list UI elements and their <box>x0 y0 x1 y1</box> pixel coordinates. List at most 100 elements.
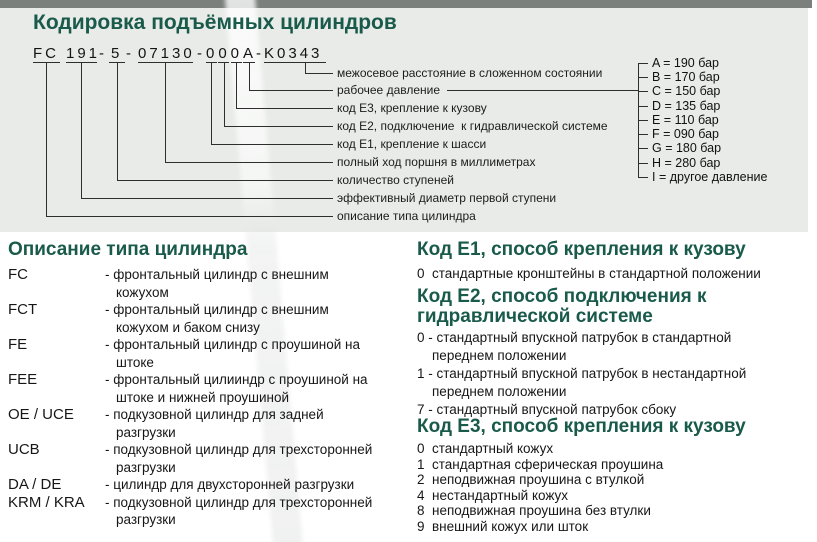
diagram-label: код E2, подключение к гидравлической сис… <box>337 119 608 133</box>
pressure-code: E = 110 бар <box>652 113 719 127</box>
pressure-code: D = 135 бар <box>652 99 721 113</box>
connector-line <box>165 63 166 162</box>
pressure-code: H = 280 бар <box>652 156 721 170</box>
e3-section-heading: Код E3, способ крепления к кузову <box>417 416 746 437</box>
code-dash: - <box>197 45 205 62</box>
connector-line <box>224 63 225 126</box>
type-code: UCB <box>8 441 40 458</box>
pressure-code: C = 150 бар <box>652 84 721 98</box>
connector-line <box>236 63 237 108</box>
type-desc: - фронтальный цилиндр с внешним кожухом … <box>105 302 329 335</box>
type-section-heading: Описание типа цилиндра <box>8 239 248 260</box>
e3-item: 2 неподвижная проушина с втулкой <box>417 472 645 487</box>
type-row: FE - фронтальный цилиндр с проушиной на … <box>8 336 420 371</box>
pressure-code: I = другое давление <box>652 170 768 184</box>
type-desc: - подкузовной цилиндр для задней разгруз… <box>105 407 324 440</box>
type-rows: FC - фронтальный цилиндр с внешним кожух… <box>8 266 420 529</box>
code-dash: - <box>99 45 107 62</box>
bracket-tick <box>639 77 648 78</box>
underline <box>33 62 60 63</box>
type-code: FCT <box>8 301 38 318</box>
e2-section-heading: Код E2, способ подключения к гидравличес… <box>417 286 707 327</box>
e2-items: 0 - стандартный впускной патрубок в стан… <box>417 329 793 420</box>
bracket-tick <box>639 106 648 107</box>
e1-item: 0 стандартные кронштейны в стандартной п… <box>417 266 761 281</box>
bracket-tick <box>639 148 648 149</box>
diagram-label: количество ступеней <box>337 173 454 187</box>
connector-line <box>305 63 306 73</box>
underline <box>206 62 217 63</box>
connector-line <box>211 63 212 144</box>
bracket-tick <box>639 91 648 92</box>
type-row: UCB - подкузовной цилиндр для трехсторон… <box>8 441 420 476</box>
e3-item: 4 нестандартный кожух <box>417 487 569 503</box>
code-segment-k0343: K0343 <box>264 45 323 62</box>
connector-line <box>81 198 333 199</box>
bracket-tick <box>639 177 648 178</box>
underline <box>66 62 97 63</box>
page-title: Кодировка подъёмных цилиндров <box>33 11 397 34</box>
pressure-code: F = 090 бар <box>652 127 719 141</box>
e1-section-heading: Код E1, способ крепления к кузову <box>417 239 746 260</box>
underline <box>218 62 229 63</box>
type-row: FCT - фронтальный цилиндр с внешним кожу… <box>8 301 420 336</box>
type-row: DA / DE - цилиндр для двухсторонней разг… <box>8 476 420 494</box>
e2-item: 0 - стандартный впускной патрубок в стан… <box>417 330 732 363</box>
type-desc: - фронтальный цилиндр с внешним кожухом <box>105 267 329 300</box>
connector-line <box>236 108 333 109</box>
connector-line <box>211 144 333 145</box>
e3-item: 8 неподвижная проушина без втулки <box>417 503 651 518</box>
code-segment-07130: 07130 <box>138 45 195 62</box>
underline <box>243 62 255 63</box>
top-gray-strip <box>0 0 812 8</box>
diagram-label: эффективный диаметр первой ступени <box>337 191 557 205</box>
diagram-panel-background <box>0 8 808 232</box>
code-dash: - <box>256 45 264 62</box>
connector-line <box>46 63 47 216</box>
connector-line <box>249 63 250 90</box>
code-segment-5: 5 <box>111 45 123 62</box>
type-code: FEE <box>8 371 38 388</box>
type-code: DA / DE <box>8 476 62 493</box>
bracket-tick <box>639 163 648 164</box>
e3-item: 9 внешний кожух или шток <box>417 518 589 534</box>
code-dash: - <box>126 45 134 62</box>
bracket-tick <box>639 134 648 135</box>
diagram-label: межосевое расстояние в сложенном состоян… <box>337 66 603 80</box>
connector-line <box>117 63 118 180</box>
type-desc: - подкузовной цилиндр для трехсторонней … <box>105 494 373 528</box>
e2-item: 7 - стандартный впускной патрубок сбоку <box>417 402 677 417</box>
connector-line <box>46 216 333 217</box>
e2-item: 1 - стандартный впускной патрубок в нест… <box>417 366 747 399</box>
connector-line <box>305 73 333 74</box>
code-segment-191: 191 <box>66 45 101 62</box>
e3-item: 1 стандартная сферическая проушина <box>417 456 664 472</box>
type-row: KRM / KRA - подкузовной цилиндр для трех… <box>8 494 420 529</box>
connector-line <box>81 63 82 198</box>
type-row: FEE - фронтальный цилииндр с проушиной н… <box>8 371 420 406</box>
connector-line <box>224 126 333 127</box>
connector-line <box>117 180 333 181</box>
pressure-code: B = 170 бар <box>652 70 720 84</box>
code-segment-fc: FC <box>33 45 59 62</box>
bracket-tick <box>639 120 648 121</box>
pressure-code: G = 180 бар <box>652 141 722 155</box>
type-code: FC <box>8 266 28 283</box>
code-segment-000a: 000A <box>206 45 258 62</box>
type-code: KRM / KRA <box>8 493 85 511</box>
e3-item: 0 стандартный кожух <box>417 441 554 456</box>
pressure-connector-line <box>447 90 638 91</box>
type-code: OE / UCE <box>8 406 74 423</box>
type-desc: - подкузовной цилиндр для трехсторонней … <box>105 442 373 475</box>
pressure-code: A = 190 бар <box>652 56 719 70</box>
type-desc: - фронтальный цилииндр с проушиной на шт… <box>105 372 368 405</box>
diagram-label: описание типа цилиндра <box>337 209 476 223</box>
underline <box>264 62 326 63</box>
diagram-label: код E1, крепление к шасси <box>337 137 487 151</box>
type-row: OE / UCE - подкузовной цилиндр для задне… <box>8 406 420 441</box>
e3-items: 0 стандартный кожух 1 стандартная сферич… <box>417 441 663 534</box>
bracket-line <box>638 63 639 178</box>
connector-line <box>249 90 333 91</box>
type-code: FE <box>8 336 28 353</box>
